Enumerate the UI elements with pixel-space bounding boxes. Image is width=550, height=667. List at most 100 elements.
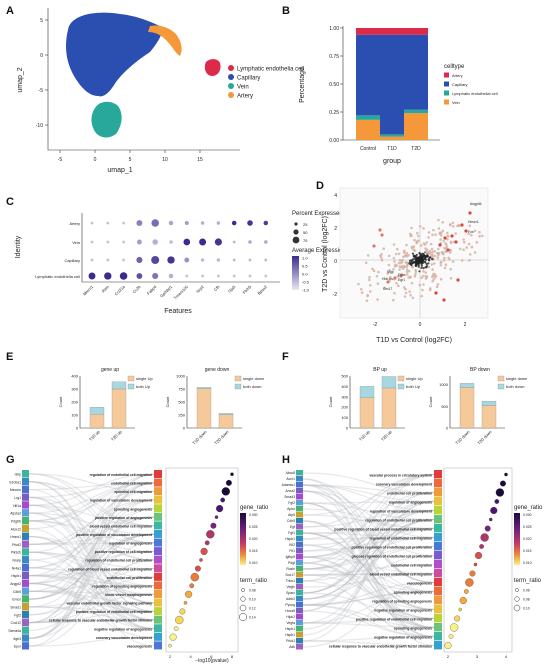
scatter-point: [427, 257, 431, 261]
scatter-point: [424, 261, 427, 264]
scatter-point: [405, 273, 409, 276]
sankey-link: [28, 482, 155, 491]
count-chart-ylabel: Count: [328, 396, 333, 408]
scatter-point: [377, 270, 380, 274]
gene-node: [22, 610, 29, 619]
scatter-point: [405, 270, 409, 274]
sankey-link: [302, 502, 435, 629]
scatter-point: [368, 278, 371, 282]
count-bar-segment: [89, 407, 105, 415]
gene-node: [22, 634, 29, 642]
term-node: [154, 504, 162, 513]
scatter-point: [427, 252, 430, 256]
scatter-point: [397, 252, 401, 256]
scatter-point: [478, 230, 481, 234]
sankey-link: [28, 551, 155, 595]
scatter-point: [369, 290, 372, 293]
scatter-xtick-label: 0: [419, 322, 422, 328]
scatter-point-highlight: [399, 274, 403, 278]
scatter-point: [433, 262, 436, 265]
enrichment-dot: [183, 601, 188, 605]
gene-node: [296, 548, 303, 554]
gene-ratio-tick-label: 0.030: [249, 513, 258, 517]
sankey-link: [28, 473, 155, 624]
sankey-link: [302, 484, 435, 494]
expression-legend-label: 0.5: [302, 264, 308, 269]
gene-node: [296, 482, 303, 488]
count-ytick-label: 200: [341, 405, 348, 410]
scatter-point: [429, 242, 433, 246]
term-label: coronary vasculature development: [376, 482, 433, 486]
scatter-point: [435, 285, 439, 289]
term-ratio-legend-dot: [515, 588, 519, 592]
sankey-link: [28, 516, 155, 561]
count-bar-chart: gene up Count 0 100 200 300 400 T1D up T2D up sin…: [58, 367, 153, 442]
scatter-point: [435, 251, 439, 255]
scatter-point: [416, 231, 419, 235]
scatter-point: [420, 266, 423, 269]
umap-xlabel: umap_1: [107, 167, 132, 174]
sankey-link: [28, 504, 155, 527]
gene-node: [22, 548, 29, 556]
scatter-point: [422, 255, 425, 259]
scatter-point: [422, 283, 425, 286]
term-label: blood vessel morphogenesis: [105, 593, 152, 597]
stack-segment: [356, 115, 380, 120]
count-xtick-label: T2D down: [213, 429, 229, 445]
enrichment-dot: [199, 558, 203, 562]
sankey-link: [28, 482, 155, 585]
umap-ytick-label: 0: [40, 53, 43, 59]
scatter-point-highlight: [378, 228, 382, 232]
sankey-link: [28, 512, 155, 621]
count-ytick-label: 1000: [176, 374, 186, 379]
gene-label: Sema4a: [8, 629, 21, 633]
composition-ytick-label: 1.00: [329, 26, 339, 32]
sankey-link: [302, 604, 435, 638]
cluster-capillary: [66, 12, 162, 97]
sankey-link: [302, 544, 435, 593]
sankey-link: [28, 482, 155, 498]
gene-node: [296, 476, 303, 482]
scatter-point: [430, 263, 434, 266]
umap-xtick-label: 5: [129, 157, 132, 163]
cluster-lymphatic: [204, 59, 221, 76]
scatter-point: [420, 276, 423, 280]
sankey-link: [28, 533, 155, 616]
stack-segment: [404, 34, 428, 110]
sankey-link: [302, 572, 435, 576]
gene-node: [22, 563, 29, 572]
term-label: glucose regulation of endothelial cell p…: [352, 554, 432, 558]
scatter-point: [413, 275, 417, 278]
sankey-link: [302, 490, 435, 638]
sankey-link: [28, 482, 155, 530]
scatter-point: [462, 238, 465, 241]
sankey-link: [302, 502, 435, 638]
dot-plot-dot: [232, 258, 236, 262]
term-label: positive regulation of vasculature devel…: [76, 533, 153, 537]
sankey-link: [302, 520, 435, 629]
scatter-point: [428, 288, 432, 292]
count-chart-title: BP down: [470, 367, 490, 373]
scatter-point: [410, 281, 414, 285]
scatter-point: [404, 253, 408, 257]
scatter-point: [376, 282, 380, 285]
umap-plot: umap_2 umap_1 -5 0 5 10 15 5 0 -5 -10 Lymphatic…: [17, 8, 304, 174]
scatter-point: [424, 258, 427, 261]
sankey-link: [28, 520, 155, 544]
dot-plot-feature-label: Cfh: [213, 284, 221, 292]
gene-label: Pik3cb: [11, 551, 21, 555]
enrichment-dot: [504, 472, 508, 477]
count-ytick-label: 250: [178, 413, 185, 418]
sankey-link: [302, 610, 435, 638]
scatter-point: [412, 254, 415, 257]
count-legend-label: both Up: [406, 384, 421, 389]
scatter-point: [409, 275, 412, 279]
gene-label: Fgf1: [288, 531, 295, 535]
count-chart-ylabel: Count: [58, 396, 63, 408]
gene-ratio-tick-label: 0.020: [523, 537, 532, 541]
dot-plot-dot: [151, 219, 159, 227]
sankey-link: [28, 482, 155, 522]
scatter-point: [446, 238, 449, 241]
count-ytick-label: 100: [341, 415, 348, 420]
dot-plot-dot: [119, 272, 128, 280]
